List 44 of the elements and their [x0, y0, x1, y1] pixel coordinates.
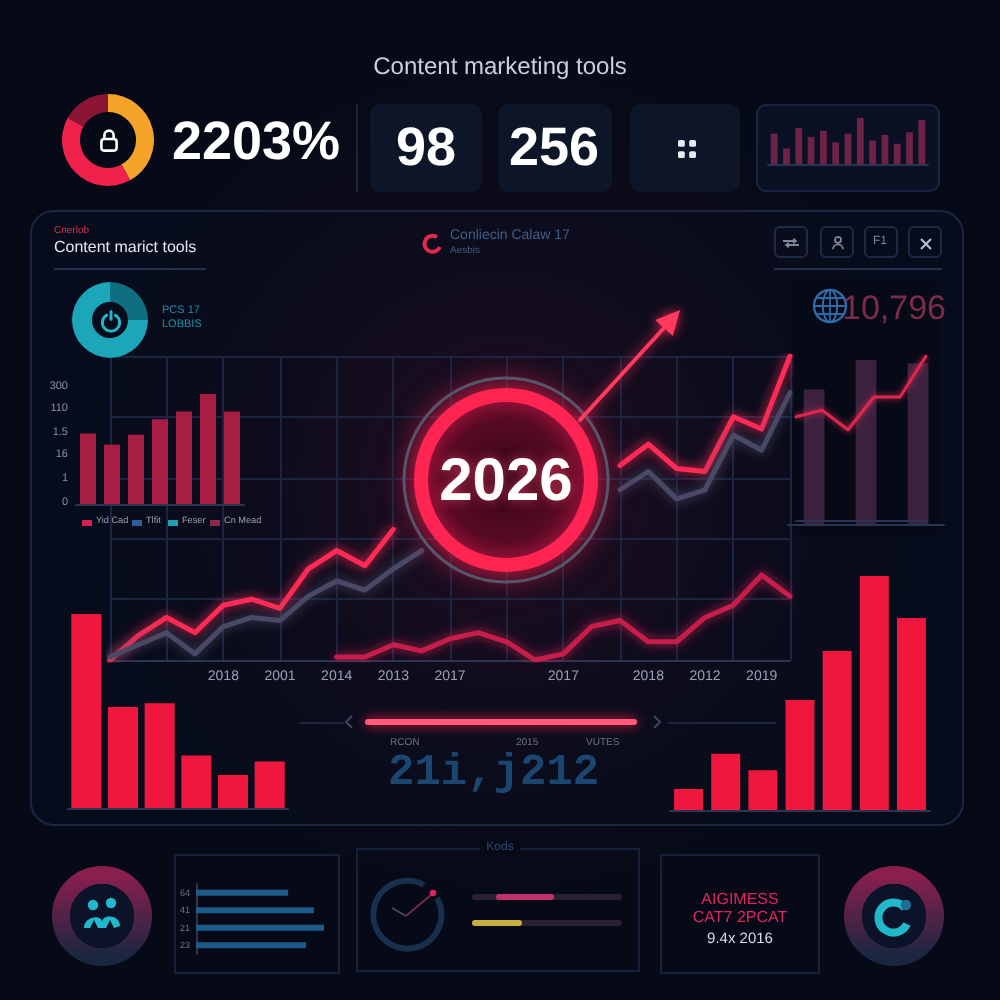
bar: [181, 755, 212, 808]
bar: [896, 618, 926, 810]
text: 2203%: [171, 111, 341, 171]
bar: [869, 140, 876, 164]
bar: [856, 118, 864, 164]
bar: [820, 130, 827, 164]
bar: [822, 650, 852, 810]
chart-title: Content marict tools: [54, 238, 197, 256]
bar: [128, 434, 144, 504]
bar: [152, 419, 168, 504]
bar: [711, 753, 741, 810]
bar: [80, 433, 96, 504]
bar: [906, 132, 913, 164]
bar: [674, 788, 704, 810]
text: Content marketing tools: [373, 52, 627, 80]
bar: [893, 143, 901, 164]
bar: [176, 411, 192, 504]
bar: [254, 761, 285, 808]
bar: [918, 119, 926, 164]
bar: [785, 700, 815, 810]
bar: [224, 411, 240, 504]
bar: [196, 942, 307, 949]
bar: [795, 128, 803, 164]
annotation: 2026: [439, 448, 573, 514]
bar: [196, 924, 324, 931]
text: 256: [508, 117, 600, 177]
chart-title: 10,796: [842, 289, 946, 327]
bar: [107, 707, 139, 808]
bar: [770, 133, 778, 164]
bar: [859, 576, 889, 810]
bar: [104, 444, 120, 504]
text: 21i,j212: [388, 748, 600, 798]
text: 98: [395, 117, 457, 177]
bar: [200, 394, 216, 504]
bar: [217, 775, 249, 808]
bar: [196, 907, 314, 914]
bar: [71, 614, 102, 808]
bar: [196, 889, 289, 896]
bar: [748, 770, 778, 810]
bar: [144, 703, 175, 808]
text: CAT7 2PCAT: [692, 908, 788, 926]
bar: [832, 142, 840, 164]
bar: [783, 148, 790, 164]
text: AIGIMESS: [701, 890, 779, 908]
